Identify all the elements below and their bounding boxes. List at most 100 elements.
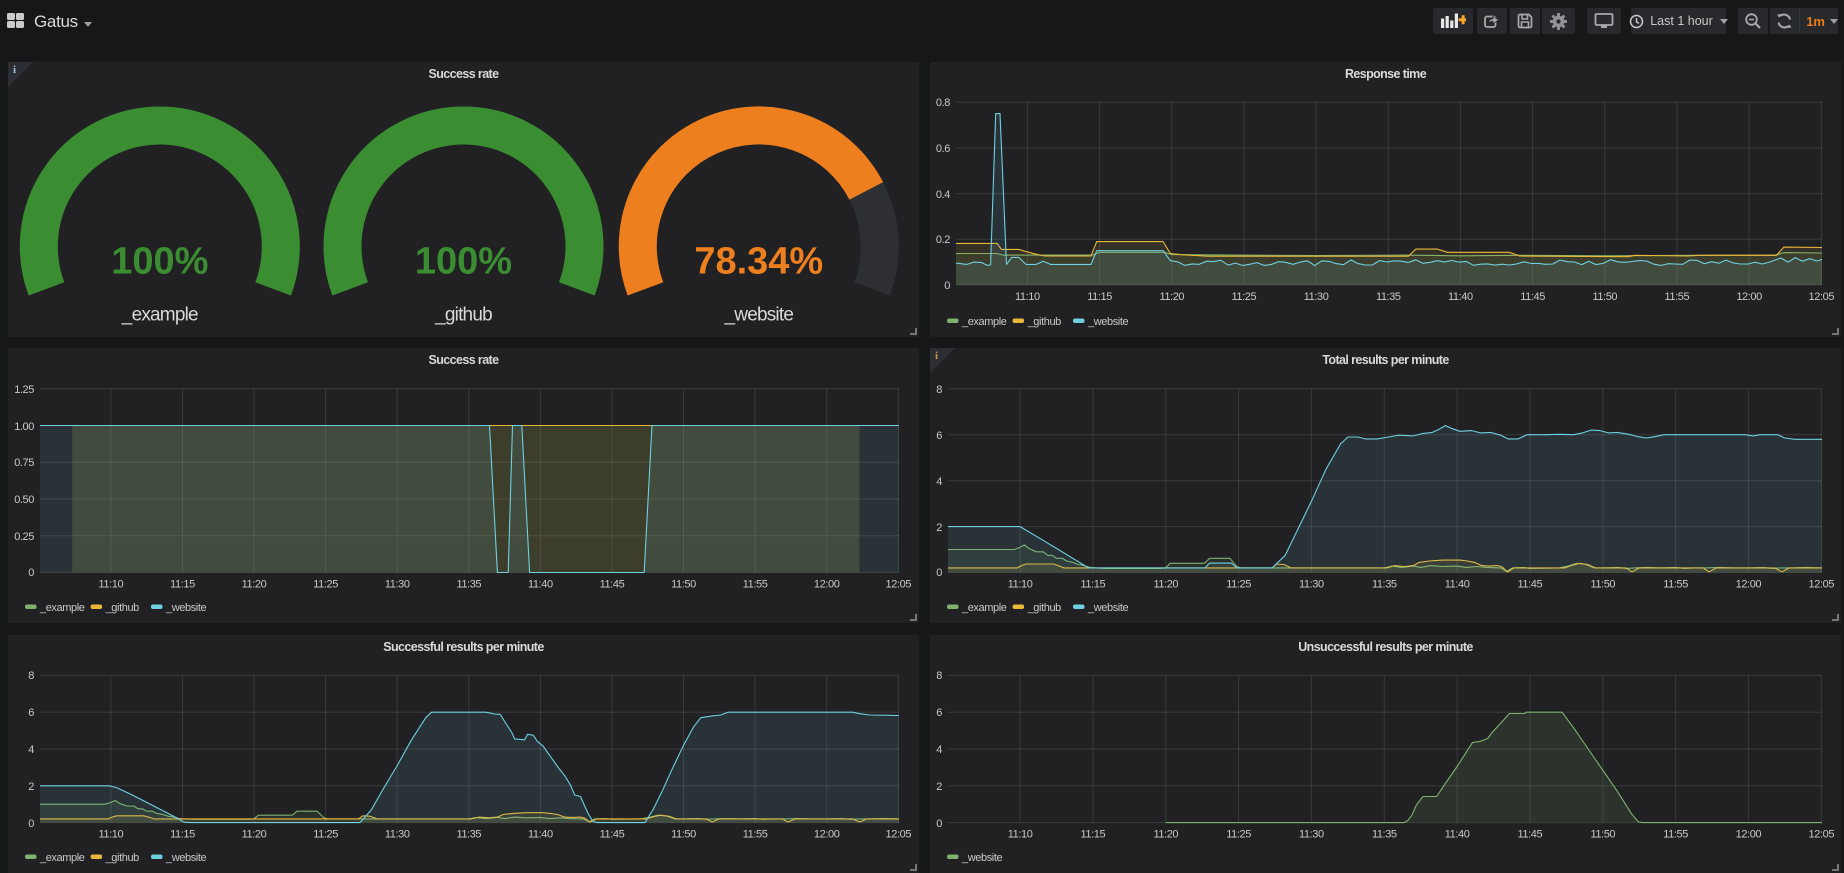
- svg-text:12:00: 12:00: [814, 579, 840, 591]
- svg-text:_example: _example: [961, 602, 1007, 614]
- svg-text:11:25: 11:25: [1232, 291, 1257, 303]
- svg-text:0: 0: [944, 280, 950, 292]
- svg-text:11:40: 11:40: [528, 579, 553, 591]
- svg-text:11:30: 11:30: [385, 829, 410, 841]
- svg-text:_website: _website: [1087, 602, 1128, 614]
- svg-text:0: 0: [28, 818, 34, 830]
- svg-text:12:00: 12:00: [1736, 829, 1762, 841]
- svg-text:8: 8: [936, 670, 942, 682]
- svg-text:11:45: 11:45: [600, 829, 625, 841]
- svg-text:11:45: 11:45: [1520, 291, 1545, 303]
- svg-text:4: 4: [28, 744, 34, 756]
- svg-text:11:35: 11:35: [1376, 291, 1401, 303]
- svg-text:_website: _website: [961, 852, 1002, 864]
- svg-text:11:20: 11:20: [1153, 579, 1178, 591]
- svg-text:11:55: 11:55: [1663, 579, 1688, 591]
- svg-text:0: 0: [936, 818, 942, 830]
- svg-text:11:20: 11:20: [242, 579, 267, 591]
- svg-text:12:05: 12:05: [1809, 829, 1835, 841]
- svg-text:11:25: 11:25: [313, 829, 338, 841]
- svg-text:11:35: 11:35: [456, 829, 481, 841]
- svg-text:11:10: 11:10: [1008, 579, 1033, 591]
- svg-text:11:10: 11:10: [1008, 829, 1033, 841]
- svg-text:_website: _website: [1087, 316, 1128, 328]
- svg-text:11:20: 11:20: [1159, 291, 1184, 303]
- svg-text:6: 6: [936, 430, 942, 442]
- svg-text:_github: _github: [1027, 602, 1062, 614]
- svg-text:11:25: 11:25: [1226, 829, 1251, 841]
- svg-text:_github: _github: [105, 852, 140, 864]
- svg-text:11:30: 11:30: [1299, 579, 1324, 591]
- svg-text:11:40: 11:40: [1448, 291, 1473, 303]
- svg-text:_github: _github: [1027, 316, 1062, 328]
- svg-text:11:50: 11:50: [671, 829, 696, 841]
- svg-text:11:35: 11:35: [1372, 579, 1397, 591]
- svg-text:11:50: 11:50: [1592, 291, 1617, 303]
- svg-text:_github: _github: [105, 602, 140, 614]
- svg-text:0: 0: [936, 567, 942, 579]
- svg-text:100%: 100%: [415, 241, 512, 283]
- svg-text:11:35: 11:35: [1372, 829, 1397, 841]
- svg-text:_example: _example: [39, 852, 85, 864]
- svg-text:0.8: 0.8: [936, 97, 950, 109]
- svg-text:11:30: 11:30: [385, 579, 410, 591]
- svg-text:11:15: 11:15: [1081, 829, 1106, 841]
- svg-text:0: 0: [28, 567, 34, 579]
- svg-text:11:55: 11:55: [1665, 291, 1690, 303]
- svg-text:12:00: 12:00: [1736, 579, 1762, 591]
- svg-text:11:55: 11:55: [1663, 829, 1688, 841]
- svg-text:11:20: 11:20: [242, 829, 267, 841]
- svg-text:11:55: 11:55: [743, 579, 768, 591]
- svg-text:11:40: 11:40: [1445, 579, 1470, 591]
- svg-text:4: 4: [936, 476, 942, 488]
- svg-text:11:50: 11:50: [671, 579, 696, 591]
- svg-text:_github: _github: [434, 305, 492, 326]
- svg-text:_example: _example: [39, 602, 85, 614]
- svg-text:11:30: 11:30: [1304, 291, 1329, 303]
- svg-text:78.34%: 78.34%: [694, 241, 823, 283]
- svg-text:11:40: 11:40: [1445, 829, 1470, 841]
- svg-text:11:45: 11:45: [1518, 579, 1543, 591]
- svg-text:11:30: 11:30: [1299, 829, 1324, 841]
- svg-text:_website: _website: [165, 602, 206, 614]
- svg-text:12:00: 12:00: [814, 829, 840, 841]
- svg-text:0.50: 0.50: [14, 494, 34, 506]
- svg-text:0.2: 0.2: [936, 234, 950, 246]
- svg-text:1.00: 1.00: [14, 421, 34, 433]
- svg-text:8: 8: [28, 670, 34, 682]
- svg-text:11:25: 11:25: [313, 579, 338, 591]
- svg-text:11:25: 11:25: [1226, 579, 1251, 591]
- svg-text:11:10: 11:10: [99, 829, 124, 841]
- svg-text:_example: _example: [121, 305, 198, 326]
- svg-text:11:15: 11:15: [1087, 291, 1112, 303]
- svg-text:_website: _website: [165, 852, 206, 864]
- svg-text:0.25: 0.25: [14, 531, 34, 543]
- svg-text:11:45: 11:45: [600, 579, 625, 591]
- svg-text:12:05: 12:05: [886, 829, 912, 841]
- svg-text:11:20: 11:20: [1153, 829, 1178, 841]
- svg-text:11:50: 11:50: [1590, 829, 1615, 841]
- svg-text:11:50: 11:50: [1590, 579, 1615, 591]
- svg-text:12:05: 12:05: [1809, 291, 1835, 303]
- svg-text:1.25: 1.25: [14, 384, 34, 396]
- svg-text:11:45: 11:45: [1518, 829, 1543, 841]
- svg-text:11:10: 11:10: [1015, 291, 1040, 303]
- svg-text:2: 2: [28, 781, 34, 793]
- svg-text:2: 2: [936, 522, 942, 534]
- svg-text:8: 8: [936, 384, 942, 396]
- svg-text:0.4: 0.4: [936, 189, 950, 201]
- svg-text:11:15: 11:15: [170, 829, 195, 841]
- svg-text:0.6: 0.6: [936, 143, 950, 155]
- svg-text:100%: 100%: [111, 241, 208, 283]
- svg-text:2: 2: [936, 781, 942, 793]
- svg-text:4: 4: [936, 744, 942, 756]
- svg-text:_example: _example: [961, 316, 1007, 328]
- svg-text:11:15: 11:15: [170, 579, 195, 591]
- svg-text:11:35: 11:35: [456, 579, 481, 591]
- svg-text:12:05: 12:05: [886, 579, 912, 591]
- svg-text:6: 6: [936, 707, 942, 719]
- svg-text:11:40: 11:40: [528, 829, 553, 841]
- svg-text:6: 6: [28, 707, 34, 719]
- svg-text:0.75: 0.75: [14, 457, 34, 469]
- svg-text:_website: _website: [724, 305, 794, 326]
